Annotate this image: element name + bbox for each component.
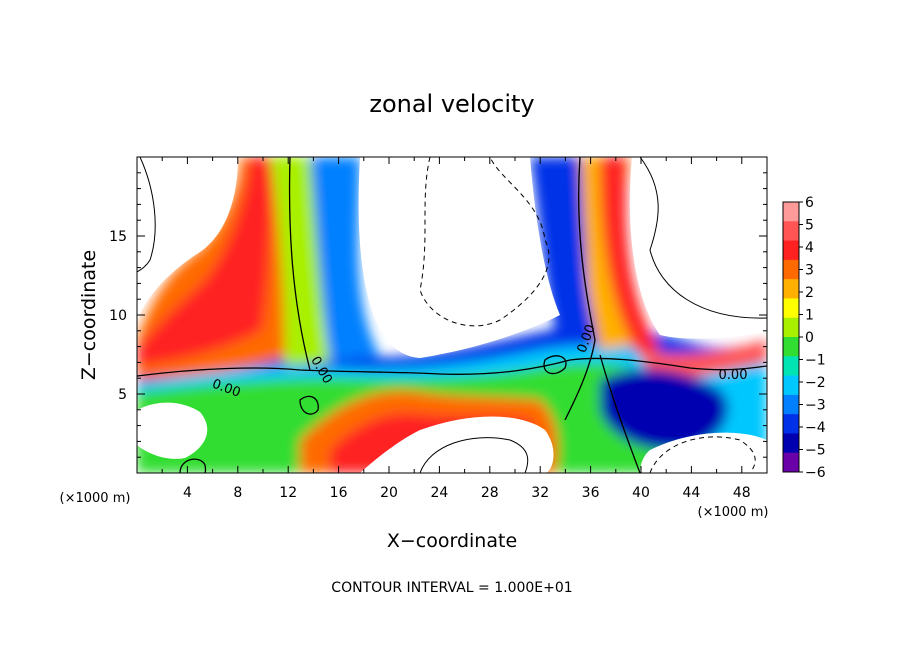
x-unit-right: (×1000 m) <box>698 505 769 520</box>
colorbar-label: 3 <box>805 263 814 279</box>
colorbar-swatch <box>783 317 799 338</box>
x-tick-label: 44 <box>682 485 700 501</box>
y-tick-label: 10 <box>109 308 127 324</box>
colorbar-swatch <box>783 356 799 377</box>
right-red-tail <box>640 340 767 381</box>
left-red-core <box>137 157 272 366</box>
contour-interval-note: CONTOUR INTERVAL = 1.000E+01 <box>331 580 572 596</box>
colorbar-label: 1 <box>805 308 814 324</box>
colorbar-swatch <box>783 433 799 454</box>
colorbar-swatch <box>783 414 799 434</box>
colorbar-label: 6 <box>805 195 814 211</box>
colorbar-swatch <box>783 279 799 299</box>
colorbar-swatch <box>783 452 799 473</box>
x-tick-label: 48 <box>733 485 751 501</box>
contour-label: 0.00 <box>719 368 748 383</box>
contour-lines <box>137 157 767 473</box>
x-tick-label: 12 <box>279 485 297 501</box>
colorbar-swatch <box>783 221 799 242</box>
x-unit-left: (×1000 m) <box>60 491 131 506</box>
colorbar-swatch <box>783 337 799 357</box>
colorbar-swatch <box>783 394 799 415</box>
colorbar-swatch <box>783 298 799 319</box>
right-column-red <box>600 157 660 356</box>
x-tick-label: 4 <box>183 485 192 501</box>
central-column-blue <box>310 157 380 362</box>
chart-title: zonal velocity <box>369 90 534 118</box>
colorbar-label: 0 <box>805 330 814 346</box>
white-lower-center <box>360 416 554 473</box>
white-lower-right <box>640 432 767 473</box>
y-axis-title: Z−coordinate <box>78 250 100 380</box>
y-tick-label: 15 <box>109 229 127 245</box>
colorbar-swatch <box>783 202 799 222</box>
white-lower-left <box>137 402 208 459</box>
colorbar-label: −4 <box>805 420 826 436</box>
white-upper-right <box>629 157 767 339</box>
x-axis: 4 8 12 16 20 24 28 32 36 40 44 48 <box>161 157 751 501</box>
colorbar-label: 4 <box>805 240 814 256</box>
x-tick-label: 24 <box>430 485 448 501</box>
x-axis-title: X−coordinate <box>387 530 517 552</box>
colorbar-swatch <box>783 259 799 280</box>
x-tick-label: 36 <box>582 485 600 501</box>
x-tick-label: 32 <box>531 485 549 501</box>
velocity-field <box>137 157 767 473</box>
lower-right-blue <box>600 369 729 451</box>
right-column-blue <box>530 157 600 345</box>
white-upper-middle <box>358 157 560 358</box>
x-tick-label: 20 <box>380 485 398 501</box>
x-tick-label: 28 <box>481 485 499 501</box>
x-tick-label: 16 <box>330 485 348 501</box>
y-tick-label: 5 <box>118 387 127 403</box>
colorbar-label: 5 <box>805 218 814 234</box>
x-tick-label: 8 <box>233 485 242 501</box>
x-tick-label: 40 <box>632 485 650 501</box>
y-axis: 5 10 15 <box>109 172 767 458</box>
colorbar-swatch <box>783 375 799 396</box>
white-upper-left <box>137 157 238 320</box>
colorbar-label: −1 <box>805 353 826 369</box>
colorbar-label: −2 <box>805 375 826 391</box>
colorbar-label: −6 <box>805 465 826 481</box>
colorbar-label: −5 <box>805 443 826 459</box>
colorbar-label: 2 <box>805 285 814 301</box>
colorbar-swatch <box>783 240 799 261</box>
colorbar-label: −3 <box>805 398 826 414</box>
colorbar: 6 5 4 3 2 1 0 −1 −2 −3 −4 −5 −6 <box>782 195 826 481</box>
